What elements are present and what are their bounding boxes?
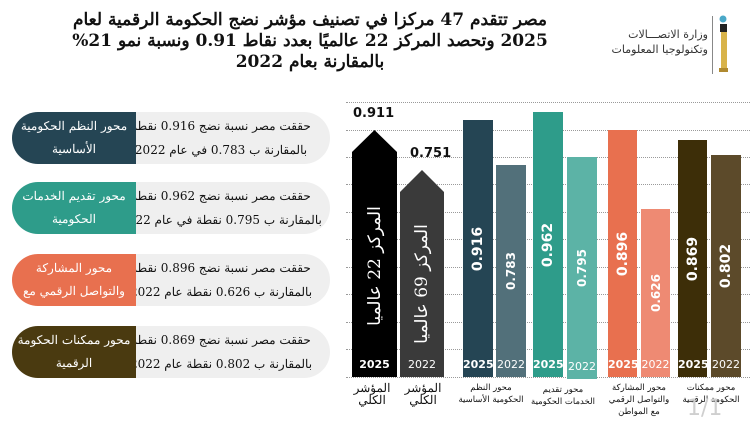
- bar-value: 0.626: [648, 274, 663, 312]
- year-label: 2022: [712, 358, 740, 371]
- bar-digital-enablers-2025: 0.869 2025: [678, 140, 709, 377]
- card-line-1: حققت مصر نسبة نضج 0.896 نقطة: [131, 261, 311, 275]
- xlabel-core-systems: محور النظم الحكومية الأساسية: [458, 383, 524, 405]
- pharaoh-figure-icon: [719, 15, 728, 72]
- gridline: [346, 377, 750, 378]
- bar-service-delivery-2022: 0.795 2022: [567, 157, 597, 379]
- card-body: حققت مصر نسبة نضج 0.896 نقطة بالمقارنة ب…: [112, 254, 330, 306]
- bar-value: 0.802: [718, 243, 734, 289]
- bar-value: 0.783: [504, 252, 518, 290]
- xlabel-digital-enablers: محور ممكنات الحكومة الرقمية: [682, 383, 740, 405]
- card-tag: محور النظم الحكومية الأساسية: [12, 112, 136, 164]
- logo-text: وزارة الاتصـــالات وتكنولوجيا المعلومات: [612, 27, 708, 57]
- card-line-2: بالمقارنة ب 0.802 نقطة عام 2022: [129, 357, 313, 371]
- bar-core-systems-2025: 0.916 2025: [463, 120, 494, 377]
- card-line-1: حققت مصر نسبة نضج 0.916 نقطة: [131, 119, 311, 133]
- overall-2025-value: 0.911: [353, 106, 395, 121]
- bar-citizen-engagement-2025: 0.896 2025: [608, 130, 639, 377]
- title-line-2: 2025 وتحصد المركز 22 عالميًا بعدد نقاط 0…: [72, 31, 548, 51]
- card-tag: محور المشاركة والتواصل الرقمي مع المواطن: [12, 254, 136, 321]
- xlabel-service-delivery: محور تقديم الخدمات الحكومية: [531, 385, 595, 407]
- xlabel-overall-2022: المؤشر الكلي: [404, 381, 442, 407]
- bar-value: 0.896: [614, 231, 631, 276]
- card-line-1: حققت مصر نسبة نضج 0.869 نقطة: [131, 333, 311, 347]
- page-indicator: 1/1: [687, 396, 723, 421]
- title-line-3: بالمقارنة بعام 2022: [235, 52, 385, 72]
- bar-overall-2022: المركز 69 عالميا 2022: [400, 170, 444, 377]
- card-digital-enablers: حققت مصر نسبة نضج 0.869 نقطة بالمقارنة ب…: [12, 326, 330, 378]
- card-body: حققت مصر نسبة نضج 0.869 نقطة بالمقارنة ب…: [112, 326, 330, 378]
- card-line-1: حققت مصر نسبة نضج 0.962 نقطة: [131, 189, 311, 203]
- year-label: 2022: [408, 358, 436, 371]
- year-label: 2025: [463, 358, 494, 371]
- card-service-delivery: حققت مصر نسبة نضج 0.962 نقطة بالمقارنة ب…: [12, 182, 330, 234]
- logo-line-1: وزارة الاتصـــالات: [628, 28, 708, 41]
- bar-value: 0.869: [684, 236, 701, 281]
- year-label: 2025: [678, 358, 709, 371]
- card-body: حققت مصر نسبة نضج 0.962 نقطة بالمقارنة ب…: [112, 182, 330, 234]
- bar-value: 0.962: [540, 222, 556, 267]
- year-label: 2025: [359, 358, 390, 371]
- year-label: 2022: [568, 360, 596, 373]
- bar-core-systems-2022: 0.783 2022: [496, 165, 526, 377]
- bar-overall-2025: المركز 22 عالميا 2025: [352, 130, 397, 377]
- bar-chart: 0.911 المركز 22 عالميا 2025 0.751 المركز…: [340, 96, 750, 420]
- ministry-logo: وزارة الاتصـــالات وتكنولوجيا المعلومات: [600, 10, 740, 75]
- title-line-1: مصر تتقدم 47 مركزا في تصنيف مؤشر نضج الح…: [72, 10, 548, 30]
- card-line-2: بالمقارنة ب 0.783 في عام 2022: [134, 143, 308, 157]
- xlabel-citizen-engagement: محور المشاركة والتواصل الرقمي مع المواطن: [608, 383, 670, 417]
- year-label: 2022: [641, 358, 670, 371]
- card-tag: محور تقديم الخدمات الحكومية: [12, 182, 136, 234]
- logo-line-2: وتكنولوجيا المعلومات: [611, 43, 708, 56]
- bar-digital-enablers-2022: 0.802 2022: [711, 155, 741, 377]
- overall-2022-value: 0.751: [410, 146, 452, 161]
- year-label: 2025: [533, 358, 564, 371]
- bar-service-delivery-2025: 0.962 2025: [533, 112, 564, 377]
- xlabel-overall-2025: المؤشر الكلي: [353, 381, 391, 407]
- card-body: حققت مصر نسبة نضج 0.916 نقطة بالمقارنة ب…: [112, 112, 330, 164]
- card-core-systems: حققت مصر نسبة نضج 0.916 نقطة بالمقارنة ب…: [12, 112, 330, 164]
- card-line-2: بالمقارنة ب 0.795 نقطة في عام 2022: [120, 213, 322, 227]
- gridline: [346, 102, 750, 103]
- bar-value: 0.916: [470, 226, 486, 271]
- card-line-2: بالمقارنة ب 0.626 نقطة عام 2022: [129, 285, 313, 299]
- rank-label: المركز 22 عالميا: [364, 206, 385, 326]
- year-label: 2022: [497, 358, 525, 371]
- card-tag: محور ممكنات الحكومة الرقمية: [12, 326, 136, 378]
- rank-label: المركز 69 عالميا: [412, 224, 432, 344]
- bar-value: 0.795: [575, 249, 589, 287]
- year-label: 2025: [608, 358, 639, 371]
- card-citizen-engagement: حققت مصر نسبة نضج 0.896 نقطة بالمقارنة ب…: [12, 254, 330, 321]
- bar-citizen-engagement-2022: 0.626 2022: [641, 209, 670, 377]
- page-title: مصر تتقدم 47 مركزا في تصنيف مؤشر نضج الح…: [40, 10, 580, 73]
- logo-divider: [712, 16, 713, 74]
